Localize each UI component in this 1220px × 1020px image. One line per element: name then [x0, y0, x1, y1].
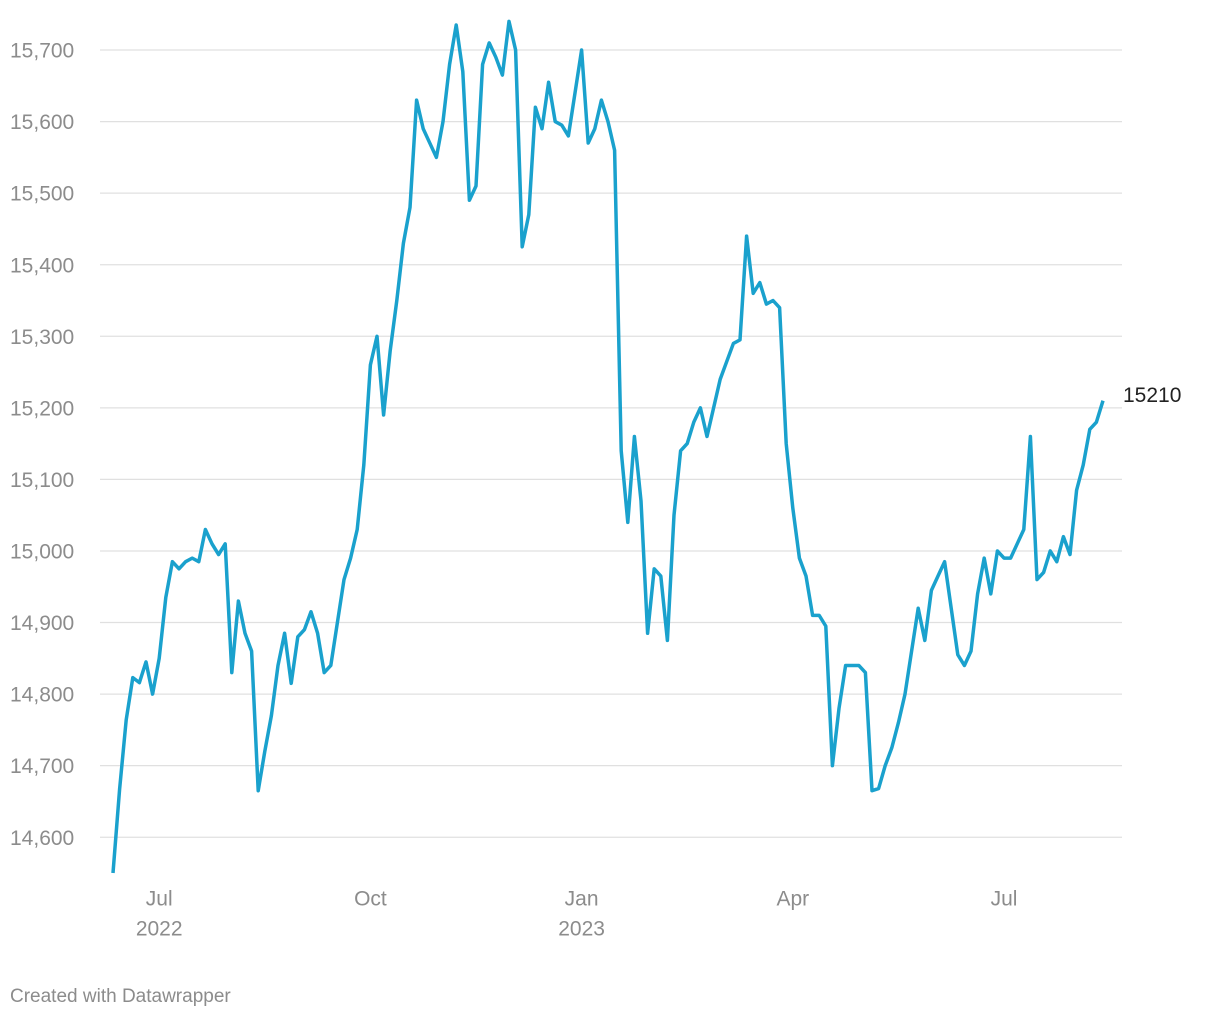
y-tick-label: 14,800	[10, 684, 74, 707]
x-tick-label: Oct	[354, 888, 387, 911]
line	[111, 19, 1105, 874]
x-tick-label: Jul	[146, 888, 173, 911]
y-tick-label: 15,400	[10, 254, 74, 277]
y-tick-label: 15,200	[10, 397, 74, 420]
end-value-label: 15210	[1123, 384, 1181, 407]
y-tick-label: 15,300	[10, 326, 74, 349]
x-tick-label: Jan	[565, 888, 599, 911]
credit: Created with Datawrapper	[10, 986, 231, 1007]
x-year-label: 2022	[136, 918, 183, 941]
y-tick-label: 15,600	[10, 111, 74, 134]
x-tick-label: Jul	[991, 888, 1018, 911]
y-tick-label: 15,700	[10, 40, 74, 63]
y-tick-label: 14,600	[10, 827, 74, 850]
x-year-label: 2023	[558, 918, 605, 941]
y-tick-label: 14,700	[10, 755, 74, 778]
y-tick-label: 15,000	[10, 541, 74, 564]
y-tick-label: 15,500	[10, 183, 74, 206]
y-tick-label: 14,900	[10, 612, 74, 635]
y-tick-label: 15,100	[10, 469, 74, 492]
x-tick-label: Apr	[776, 888, 809, 911]
